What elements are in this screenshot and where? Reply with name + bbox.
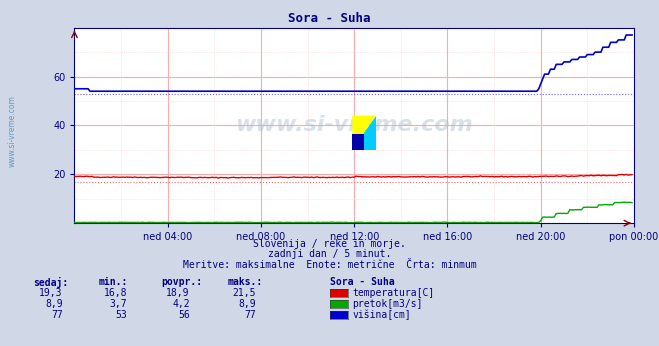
Polygon shape <box>353 116 376 150</box>
Text: maks.:: maks.: <box>227 277 262 287</box>
Text: 21,5: 21,5 <box>232 288 256 298</box>
Text: 77: 77 <box>244 310 256 320</box>
Text: min.:: min.: <box>99 277 129 287</box>
Text: sedaj:: sedaj: <box>33 277 68 288</box>
Text: temperatura[C]: temperatura[C] <box>353 288 435 298</box>
Polygon shape <box>353 116 376 150</box>
Text: 56: 56 <box>178 310 190 320</box>
Bar <box>353 135 364 150</box>
Text: 3,7: 3,7 <box>109 299 127 309</box>
Text: Sora - Suha: Sora - Suha <box>330 277 394 287</box>
Text: 16,8: 16,8 <box>103 288 127 298</box>
Text: Slovenija / reke in morje.: Slovenija / reke in morje. <box>253 239 406 249</box>
Text: 77: 77 <box>51 310 63 320</box>
Text: 19,3: 19,3 <box>39 288 63 298</box>
Text: Sora - Suha: Sora - Suha <box>288 12 371 25</box>
Text: 8,9: 8,9 <box>238 299 256 309</box>
Text: www.si-vreme.com: www.si-vreme.com <box>235 116 473 135</box>
Text: 53: 53 <box>115 310 127 320</box>
Text: pretok[m3/s]: pretok[m3/s] <box>353 299 423 309</box>
Text: povpr.:: povpr.: <box>161 277 202 287</box>
Text: zadnji dan / 5 minut.: zadnji dan / 5 minut. <box>268 249 391 259</box>
Text: 8,9: 8,9 <box>45 299 63 309</box>
Text: višina[cm]: višina[cm] <box>353 310 411 320</box>
Text: www.si-vreme.com: www.si-vreme.com <box>8 95 17 167</box>
Text: 18,9: 18,9 <box>166 288 190 298</box>
Text: 4,2: 4,2 <box>172 299 190 309</box>
Text: Meritve: maksimalne  Enote: metrične  Črta: minmum: Meritve: maksimalne Enote: metrične Črta… <box>183 260 476 270</box>
